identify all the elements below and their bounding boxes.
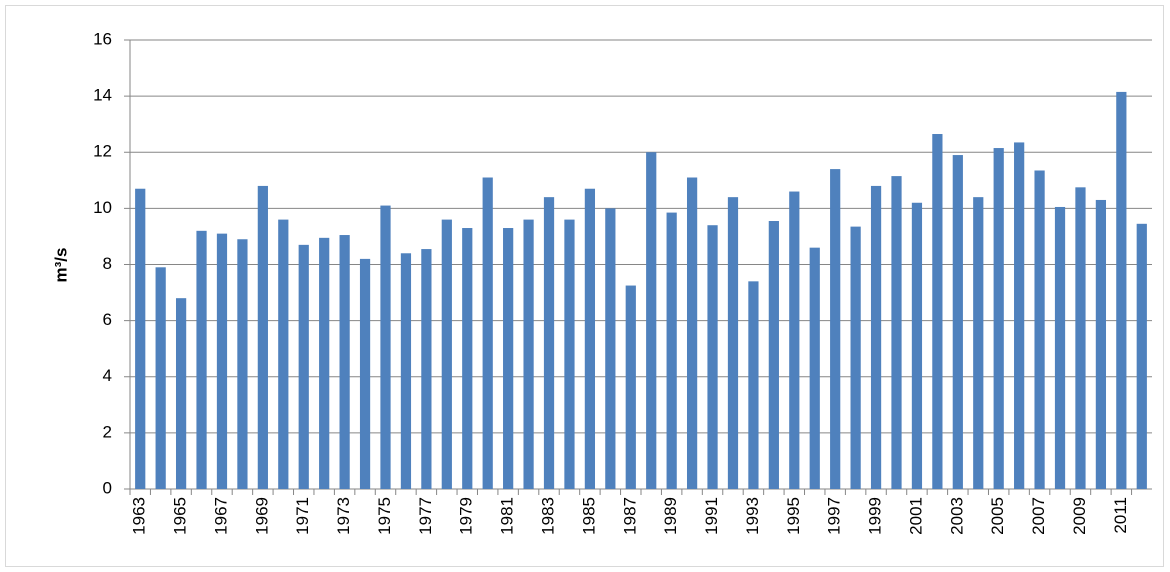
x-tick-label: 1967 [211, 497, 230, 535]
x-tick-label: 1971 [293, 497, 312, 535]
bar [1116, 91, 1127, 490]
bar [993, 148, 1004, 489]
bar [564, 219, 575, 489]
bar [237, 239, 248, 489]
bar [257, 185, 268, 490]
bar [809, 247, 820, 489]
bar [1014, 142, 1025, 489]
bar [421, 249, 432, 489]
y-tick-label: 2 [103, 422, 112, 441]
x-tick-label: 1983 [539, 497, 558, 535]
bar [400, 253, 412, 489]
x-tick-label: 1979 [457, 497, 476, 535]
x-tick-label: 1977 [416, 497, 435, 535]
bar [870, 185, 882, 490]
bar [932, 134, 943, 489]
bar [727, 197, 739, 489]
bar [911, 202, 923, 489]
x-tick-label: 2005 [988, 497, 1007, 535]
y-tick-label: 12 [93, 142, 112, 161]
bar [850, 226, 861, 489]
x-tick-label: 1985 [579, 497, 598, 535]
y-axis-label: m³/s [51, 248, 70, 283]
bar [319, 237, 330, 489]
bar [686, 177, 698, 489]
x-tick-label: 1975 [375, 497, 394, 535]
y-tick-label: 0 [103, 478, 112, 497]
x-tick-label: 1989 [661, 497, 680, 535]
bar [441, 219, 452, 489]
bar [789, 191, 800, 489]
bar [605, 208, 616, 489]
bar [891, 176, 902, 489]
bar [768, 221, 779, 490]
bar [543, 197, 555, 489]
bar [380, 205, 391, 489]
x-tick-label: 1965 [171, 497, 190, 535]
bar [625, 285, 636, 489]
x-tick-label: 2011 [1111, 497, 1130, 534]
bar [503, 228, 514, 490]
bar [707, 225, 718, 489]
bar [973, 197, 984, 489]
bar [1054, 206, 1066, 490]
bar [462, 228, 473, 490]
x-tick-label: 1999 [866, 497, 885, 535]
bar [1136, 223, 1147, 489]
x-tick-label: 1981 [498, 497, 517, 535]
bar [278, 219, 289, 489]
x-tick-label: 1963 [130, 497, 149, 535]
bar [952, 155, 963, 489]
bar [155, 267, 166, 489]
x-tick-label: 1991 [702, 497, 721, 535]
x-tick-label: 2001 [906, 497, 925, 535]
bar [175, 298, 187, 489]
bar [666, 212, 677, 489]
bar [523, 219, 534, 489]
bar [830, 169, 841, 489]
x-tick-label: 2003 [947, 497, 966, 535]
x-tick-label: 1997 [825, 497, 844, 535]
y-tick-label: 16 [93, 29, 112, 48]
x-tick-label: 1973 [334, 497, 353, 535]
bar [1075, 187, 1086, 489]
bar [135, 188, 146, 489]
bar [216, 233, 228, 489]
bar [482, 177, 493, 489]
bar [339, 235, 350, 489]
x-tick-label: 1995 [784, 497, 803, 535]
y-tick-label: 14 [93, 86, 112, 105]
y-tick-label: 10 [93, 198, 112, 217]
bar [646, 152, 657, 489]
bar [298, 244, 309, 489]
bar [196, 230, 207, 489]
x-tick-label: 1987 [620, 497, 639, 535]
x-tick-label: 2007 [1029, 497, 1048, 535]
x-tick-label: 2009 [1070, 497, 1089, 535]
bar [1095, 199, 1107, 490]
x-tick-label: 1969 [252, 497, 271, 535]
x-tick-label: 1993 [743, 497, 762, 535]
bar [1034, 170, 1045, 489]
y-tick-label: 6 [103, 310, 112, 329]
y-tick-label: 8 [103, 254, 112, 273]
y-tick-label: 4 [103, 366, 112, 385]
bar [748, 281, 759, 489]
bar [359, 258, 371, 489]
bar [584, 188, 596, 489]
